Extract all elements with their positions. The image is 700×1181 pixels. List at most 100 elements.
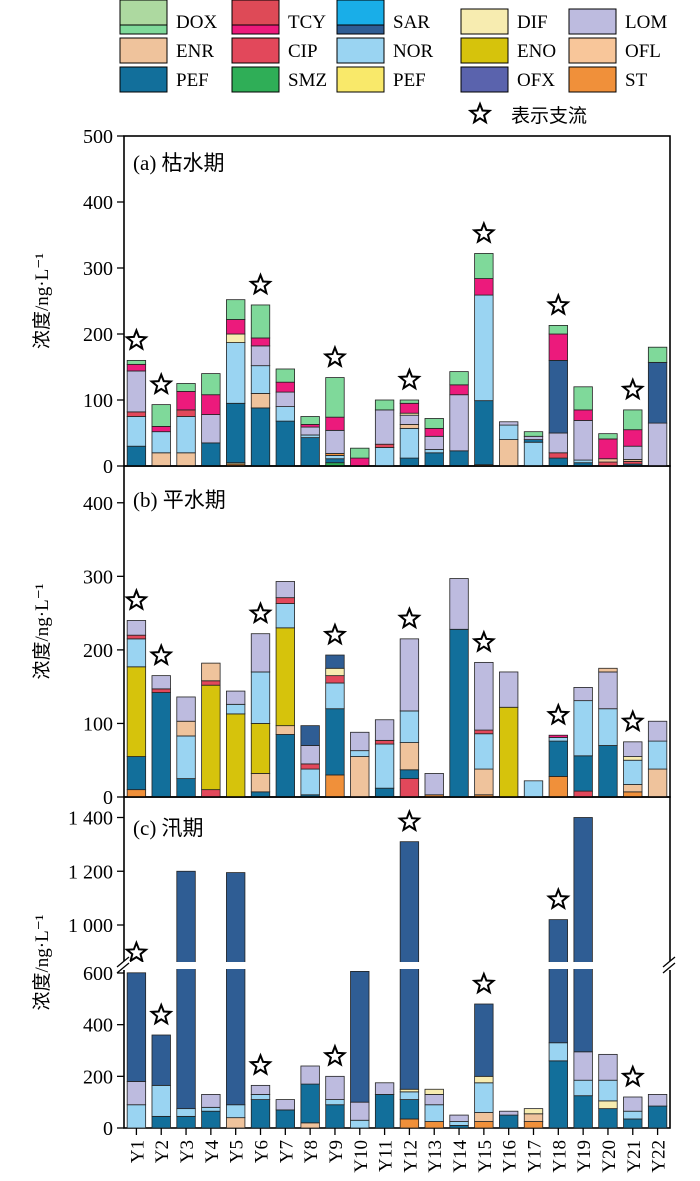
bar-Y1-ST [126,789,147,798]
bar-Y21-LOM [623,1096,643,1112]
bar-Y14-LOM [449,1114,469,1122]
bar-Y4-PEF [201,1110,221,1129]
bar-Y14-TCY [449,384,469,396]
bar-Y9-DIF [325,667,345,677]
bar-Y5-DIF [226,333,246,343]
panel-label: (a) 枯水期 [133,151,225,175]
bar-Y20-ENR [598,458,618,463]
y-tick-label: 400 [83,1015,113,1037]
bar-Y16-ENO [499,706,519,798]
bar-Y1-CIP [126,634,147,640]
bar-Y12-PEF [399,769,420,780]
bar-Y3-CIP [176,409,196,417]
bar-Y7-LOM [275,1099,295,1111]
bar-Y7-DOX [275,368,295,383]
bar-Y9-LOM [325,1075,345,1100]
bar-Y20-NOR [598,1079,618,1102]
bar-Y20-NOR [598,708,618,746]
x-tick-label-Y12: Y12 [400,1140,421,1173]
bar-Y2-ENR [151,452,171,467]
bar-Y18-LOM [548,432,568,454]
legend-swatch-14 [568,66,617,93]
bar-Y20-LOM [598,671,618,710]
legend-label-10: PEF [176,70,209,91]
star-icon [397,606,422,630]
bar-Y6-ENO [250,723,271,774]
bar-Y10-SAR [350,971,370,1103]
legend-swatch-15 [119,0,168,26]
bar-Y13-LOM [424,1094,444,1106]
y-tick-label: 200 [83,640,113,662]
bar-Y11-PEF [374,787,395,798]
bar-Y9-CIP [325,675,345,684]
y-tick-label: 1 400 [68,808,113,830]
bar-Y18-ST [548,776,568,798]
star-icon [397,808,422,833]
star-icon [149,371,174,395]
bar-Y10-LOM [350,1101,370,1121]
bar-Y21-TCY [623,429,643,447]
bar-Y22-LOM [647,720,668,742]
bar-Y11-CIP [374,443,395,448]
y-tick-label: 1 000 [68,915,113,937]
legend-label-15: SM2 [176,0,213,5]
bar-Y21-LOM [623,445,643,460]
bar-Y5-NOR [226,1104,246,1119]
bar-Y22-PEF [647,1105,668,1129]
bar-Y5-DOX [226,299,246,320]
x-tick-label-Y13: Y13 [425,1140,446,1173]
bar-Y6-PEF [250,1099,271,1129]
x-tick-label-Y3: Y3 [177,1140,198,1163]
bar-Y9-PEF [325,458,345,464]
star-icon [248,272,273,296]
bar-Y22-LOM [647,1094,668,1107]
bar-Y5-SAR [226,872,246,1106]
bar-Y11-LOM [374,1082,395,1095]
star-icon [124,327,149,351]
bar-Y16-LOM [499,671,519,708]
bar-Y5-ENO [226,713,246,798]
x-tick-label-Y2: Y2 [152,1140,173,1163]
bar-Y13-LOM [424,435,444,450]
bar-Y15-NOR [474,1082,494,1113]
bar-Y3-NOR [176,735,196,780]
star-icon [248,1052,273,1076]
star-icon [471,629,497,653]
bar-Y3-DOX [176,383,196,392]
x-tick-label-Y4: Y4 [202,1140,223,1164]
y-axis-label: 浓度/ng·L⁻¹ [31,914,53,1010]
bar-Y6-LOM [250,345,271,367]
star-icon [149,642,174,666]
panel-label: (b) 平水期 [133,488,226,512]
bar-Y3-ENR [176,452,196,467]
bar-Y14-DOX [449,371,469,386]
bar-Y3-PEF [176,778,196,798]
legend-swatch-5 [119,37,168,64]
bar-Y6-TCY [250,337,271,347]
legend-label-13: OFX [517,70,555,91]
bar-Y1-LOM [126,620,147,636]
bar-Y10-ENR [350,756,370,798]
bar-Y6-NOR [250,671,271,724]
bar-Y12-PEF [399,457,420,467]
legend-swatch-16 [231,0,280,26]
x-tick-label-Y9: Y9 [326,1140,347,1163]
y-tick-label: 0 [103,456,113,478]
panel-label: (c) 汛期 [133,816,204,840]
bar-Y15-DIF [474,1075,494,1084]
bar-Y9-NOR [325,1099,345,1106]
bar-Y19-PEF [573,755,593,792]
y-tick-label: 400 [83,493,113,515]
bar-Y4-PEF [201,442,221,467]
bar-Y10-NOR [350,1119,370,1129]
bar-Y8-DOX [300,416,320,425]
bar-Y12-DOX [399,399,420,404]
bar-Y3-LOM [176,696,196,722]
bar-Y13-TCY [424,427,444,437]
axis-break-mask [118,961,130,970]
bar-Y6-NOR [250,365,271,394]
y-tick-label: 100 [83,390,113,412]
legend-swatch-13 [460,66,509,93]
bar-Y5-LOM [226,690,246,705]
